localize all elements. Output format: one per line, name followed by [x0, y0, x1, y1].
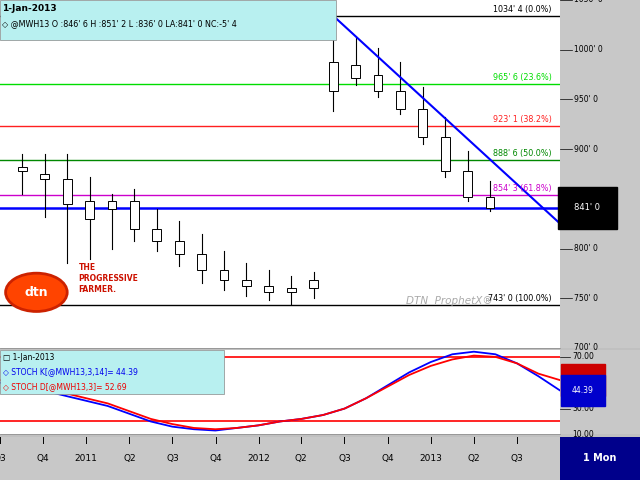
Text: dtn: dtn: [24, 286, 48, 299]
Bar: [175, 240, 184, 253]
Bar: [130, 201, 139, 228]
Bar: [108, 201, 116, 209]
Bar: [463, 171, 472, 197]
Text: □ 1-Jan-2013: □ 1-Jan-2013: [3, 353, 54, 362]
Text: THE
PROGRESSIVE
FARMER.: THE PROGRESSIVE FARMER.: [79, 263, 138, 294]
Text: 950' 0: 950' 0: [575, 95, 598, 104]
Text: 52.69: 52.69: [572, 376, 594, 384]
Text: 841' 0: 841' 0: [575, 204, 600, 212]
Bar: [197, 253, 206, 270]
Text: 1034' 4 (0.0%): 1034' 4 (0.0%): [493, 5, 552, 14]
Text: Q4: Q4: [209, 454, 222, 463]
Circle shape: [6, 273, 67, 312]
Text: 1 Mon: 1 Mon: [583, 454, 617, 463]
Bar: [309, 280, 318, 288]
Bar: [329, 61, 338, 92]
Text: 854' 3 (61.8%): 854' 3 (61.8%): [493, 183, 552, 192]
Text: Q3: Q3: [166, 454, 179, 463]
Text: 750' 0: 750' 0: [575, 294, 598, 303]
Text: Q2: Q2: [467, 454, 480, 463]
Text: 2011: 2011: [75, 454, 98, 463]
Text: 850' 0: 850' 0: [575, 194, 598, 204]
Text: 10.00: 10.00: [572, 430, 594, 439]
Text: 965' 6 (23.6%): 965' 6 (23.6%): [493, 73, 552, 82]
Bar: [486, 197, 495, 208]
Bar: [351, 65, 360, 78]
Bar: [419, 109, 428, 137]
Text: 888' 6 (50.0%): 888' 6 (50.0%): [493, 149, 552, 158]
Bar: [220, 270, 228, 280]
Bar: [40, 174, 49, 179]
Bar: [0, 350, 224, 394]
Text: ◇ STOCH K[@MWH13,3,14]= 44.39: ◇ STOCH K[@MWH13,3,14]= 44.39: [3, 367, 138, 376]
Bar: [264, 287, 273, 292]
Bar: [287, 288, 296, 292]
Text: 923' 1 (38.2%): 923' 1 (38.2%): [493, 115, 552, 124]
Text: 700' 0: 700' 0: [575, 344, 598, 352]
Bar: [0, 0, 336, 40]
Text: 1050' 0: 1050' 0: [575, 0, 603, 4]
Bar: [374, 74, 383, 92]
Text: DTN  ProphetX®: DTN ProphetX®: [406, 296, 493, 306]
Text: 743' 0 (100.0%): 743' 0 (100.0%): [488, 294, 552, 303]
Text: 1000' 0: 1000' 0: [575, 45, 603, 54]
Text: ◇ STOCH D[@MWH13,3]= 52.69: ◇ STOCH D[@MWH13,3]= 52.69: [3, 382, 127, 391]
Bar: [152, 228, 161, 240]
Text: Q2: Q2: [295, 454, 308, 463]
Bar: [396, 92, 405, 109]
Text: ◇ @MWH13 O :846' 6 H :851' 2 L :836' 0 LA:841' 0 NC:-5' 4: ◇ @MWH13 O :846' 6 H :851' 2 L :836' 0 L…: [3, 19, 237, 28]
Text: Q4: Q4: [381, 454, 394, 463]
Text: Q3: Q3: [338, 454, 351, 463]
Text: 44.39: 44.39: [572, 386, 594, 395]
Bar: [18, 167, 27, 171]
Bar: [85, 201, 94, 219]
Text: Q4: Q4: [37, 454, 49, 463]
Text: Q3: Q3: [0, 454, 6, 463]
Text: 70.00: 70.00: [572, 352, 594, 361]
Text: 2013: 2013: [419, 454, 442, 463]
Text: Q3: Q3: [511, 454, 524, 463]
Bar: [242, 280, 251, 287]
Bar: [63, 179, 72, 204]
Text: 30.00: 30.00: [572, 404, 594, 413]
Bar: [441, 137, 450, 171]
Text: 2012: 2012: [247, 454, 270, 463]
Text: 900' 0: 900' 0: [575, 144, 598, 154]
Text: 800' 0: 800' 0: [575, 244, 598, 253]
Text: 1-Jan-2013: 1-Jan-2013: [3, 4, 57, 13]
Text: Q2: Q2: [123, 454, 136, 463]
